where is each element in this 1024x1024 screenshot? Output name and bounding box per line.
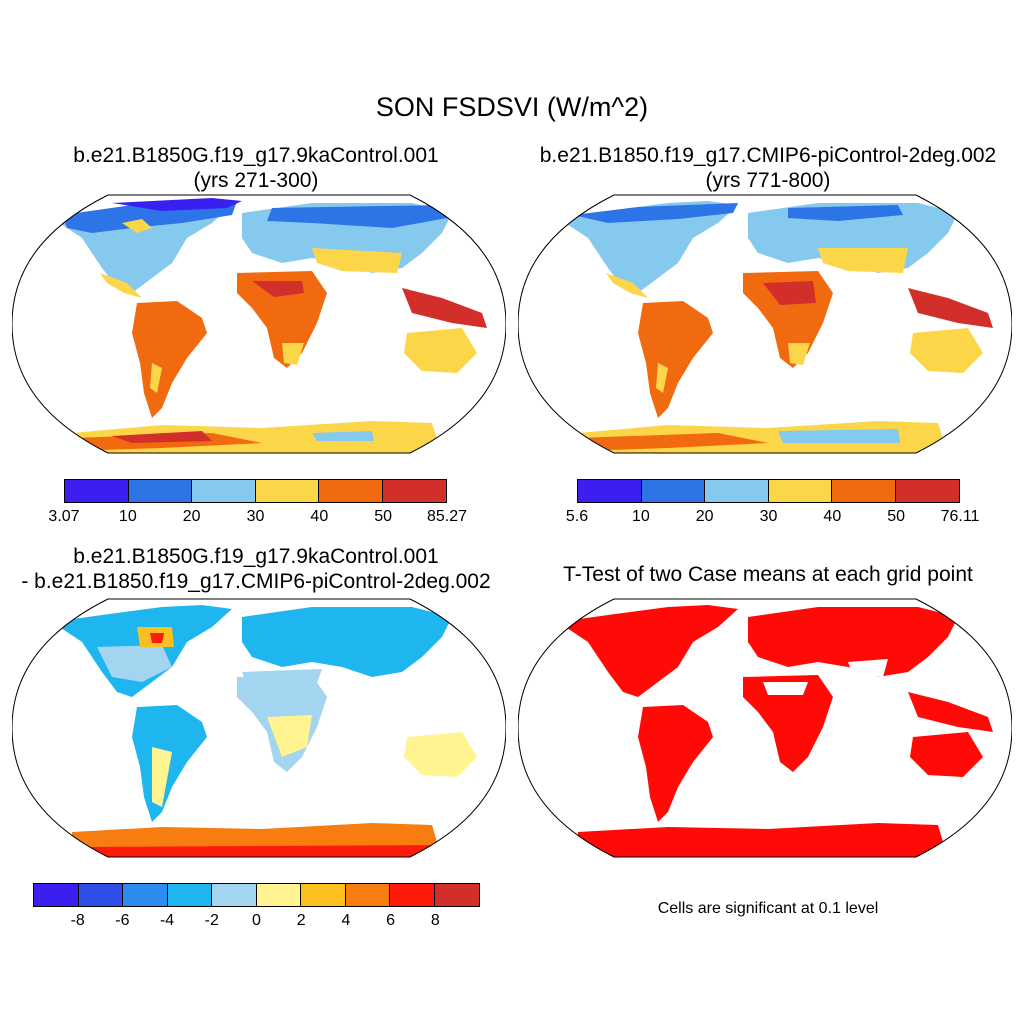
panel-3-title-line1: b.e21.B1850G.f19_g17.9kaControl.001 — [73, 545, 439, 568]
map-panel-difference — [12, 598, 506, 858]
colorbar-3-tick-3: -4 — [159, 912, 175, 929]
africa — [743, 675, 833, 772]
australia — [404, 732, 477, 777]
australia — [910, 328, 983, 373]
south-america — [638, 705, 713, 822]
colorbar-1-tick-1: 3.07 — [48, 508, 80, 525]
colorbar-1-cell-6 — [382, 480, 446, 502]
colorbar-3-tick-2: -6 — [115, 912, 130, 929]
australia — [404, 328, 477, 373]
colorbar-1-cell-4 — [255, 480, 319, 502]
panel-1-title-line1: b.e21.B1850G.f19_g17.9kaControl.001 — [73, 144, 439, 167]
colorbar-2-tick-3: 20 — [695, 508, 714, 525]
colorbar-3-cell-9 — [390, 884, 435, 906]
colorbar-2-cell-1 — [578, 480, 642, 502]
eurasia — [242, 607, 452, 677]
south-america — [132, 301, 207, 418]
colorbar-3-cell-6 — [256, 884, 301, 906]
colorbar-1-cell-2 — [128, 480, 192, 502]
colorbar-1-cell-3 — [192, 480, 256, 502]
map-panel-ttest — [518, 598, 1012, 858]
colorbar-2-tick-4: 30 — [759, 508, 778, 525]
panel-2-title-line1: b.e21.B1850.f19_g17.CMIP6-piControl-2deg… — [539, 144, 997, 167]
panel-3-title: b.e21.B1850G.f19_g17.9kaControl.001 - b.… — [0, 544, 512, 594]
colorbar-3-cell-4 — [167, 884, 212, 906]
colorbar-1-tick-4: 30 — [246, 508, 265, 525]
colorbar-1-tick-6: 50 — [374, 508, 393, 525]
colorbar-difference — [33, 883, 480, 907]
significance-note: Cells are significant at 0.1 level — [657, 900, 879, 917]
colorbar-3-tick-9: 8 — [430, 912, 440, 929]
south-america — [638, 301, 713, 418]
colorbar-panel-2 — [577, 479, 960, 503]
colorbar-3-tick-8: 6 — [386, 912, 396, 929]
colorbar-2-cell-4 — [768, 480, 832, 502]
north-america — [558, 201, 738, 293]
panel-2-title: b.e21.B1850.f19_g17.CMIP6-piControl-2deg… — [512, 143, 1024, 193]
colorbar-3-tick-6: 2 — [296, 912, 306, 929]
colorbar-3-tick-7: 4 — [341, 912, 351, 929]
colorbar-panel-1 — [64, 479, 447, 503]
colorbar-2-tick-5: 40 — [823, 508, 842, 525]
colorbar-2-tick-2: 10 — [631, 508, 650, 525]
colorbar-2-cell-2 — [641, 480, 705, 502]
eurasia — [748, 607, 958, 677]
antarctica — [578, 823, 948, 857]
colorbar-2-tick-1: 5.6 — [565, 508, 589, 525]
colorbar-2-cell-5 — [832, 480, 896, 502]
colorbar-1-tick-2: 10 — [118, 508, 137, 525]
colorbar-3-tick-5: 0 — [252, 912, 261, 929]
colorbar-1-tick-5: 40 — [310, 508, 329, 525]
colorbar-1-cell-1 — [65, 480, 129, 502]
colorbar-3-cell-8 — [345, 884, 390, 906]
africa — [237, 271, 327, 368]
colorbar-1-cell-5 — [319, 480, 383, 502]
colorbar-3-tick-1: -8 — [70, 912, 85, 929]
colorbar-2-tick-6: 50 — [887, 508, 906, 525]
panel-2-title-line2: (yrs 771-800) — [705, 169, 831, 192]
figure-title: SON FSDSVI (W/m^2) — [375, 92, 649, 122]
colorbar-3-cell-7 — [301, 884, 346, 906]
australia — [910, 732, 983, 777]
colorbar-3-cell-1 — [34, 884, 79, 906]
colorbar-3-cell-5 — [212, 884, 257, 906]
colorbar-3-cell-2 — [78, 884, 123, 906]
colorbar-2-cell-6 — [895, 480, 959, 502]
panel-1-title-line2: (yrs 271-300) — [193, 169, 319, 192]
colorbar-1-tick-3: 20 — [182, 508, 201, 525]
panel-3-title-line2: - b.e21.B1850.f19_g17.CMIP6-piControl-2d… — [21, 570, 491, 593]
colorbar-2-tick-7: 76.11 — [940, 508, 980, 525]
north-america — [558, 605, 738, 697]
map-panel-9ka-control — [12, 194, 506, 454]
panel-4-title: T-Test of two Case means at each grid po… — [563, 563, 973, 586]
panel-1-title: b.e21.B1850G.f19_g17.9kaControl.001 (yrs… — [0, 143, 512, 193]
colorbar-2-cell-3 — [705, 480, 769, 502]
colorbar-3-cell-3 — [123, 884, 168, 906]
colorbar-3-cell-10 — [434, 884, 479, 906]
colorbar-3-tick-4: -2 — [204, 912, 219, 929]
colorbar-1-tick-7: 85.27 — [426, 508, 468, 525]
map-panel-pi-control — [518, 194, 1012, 454]
